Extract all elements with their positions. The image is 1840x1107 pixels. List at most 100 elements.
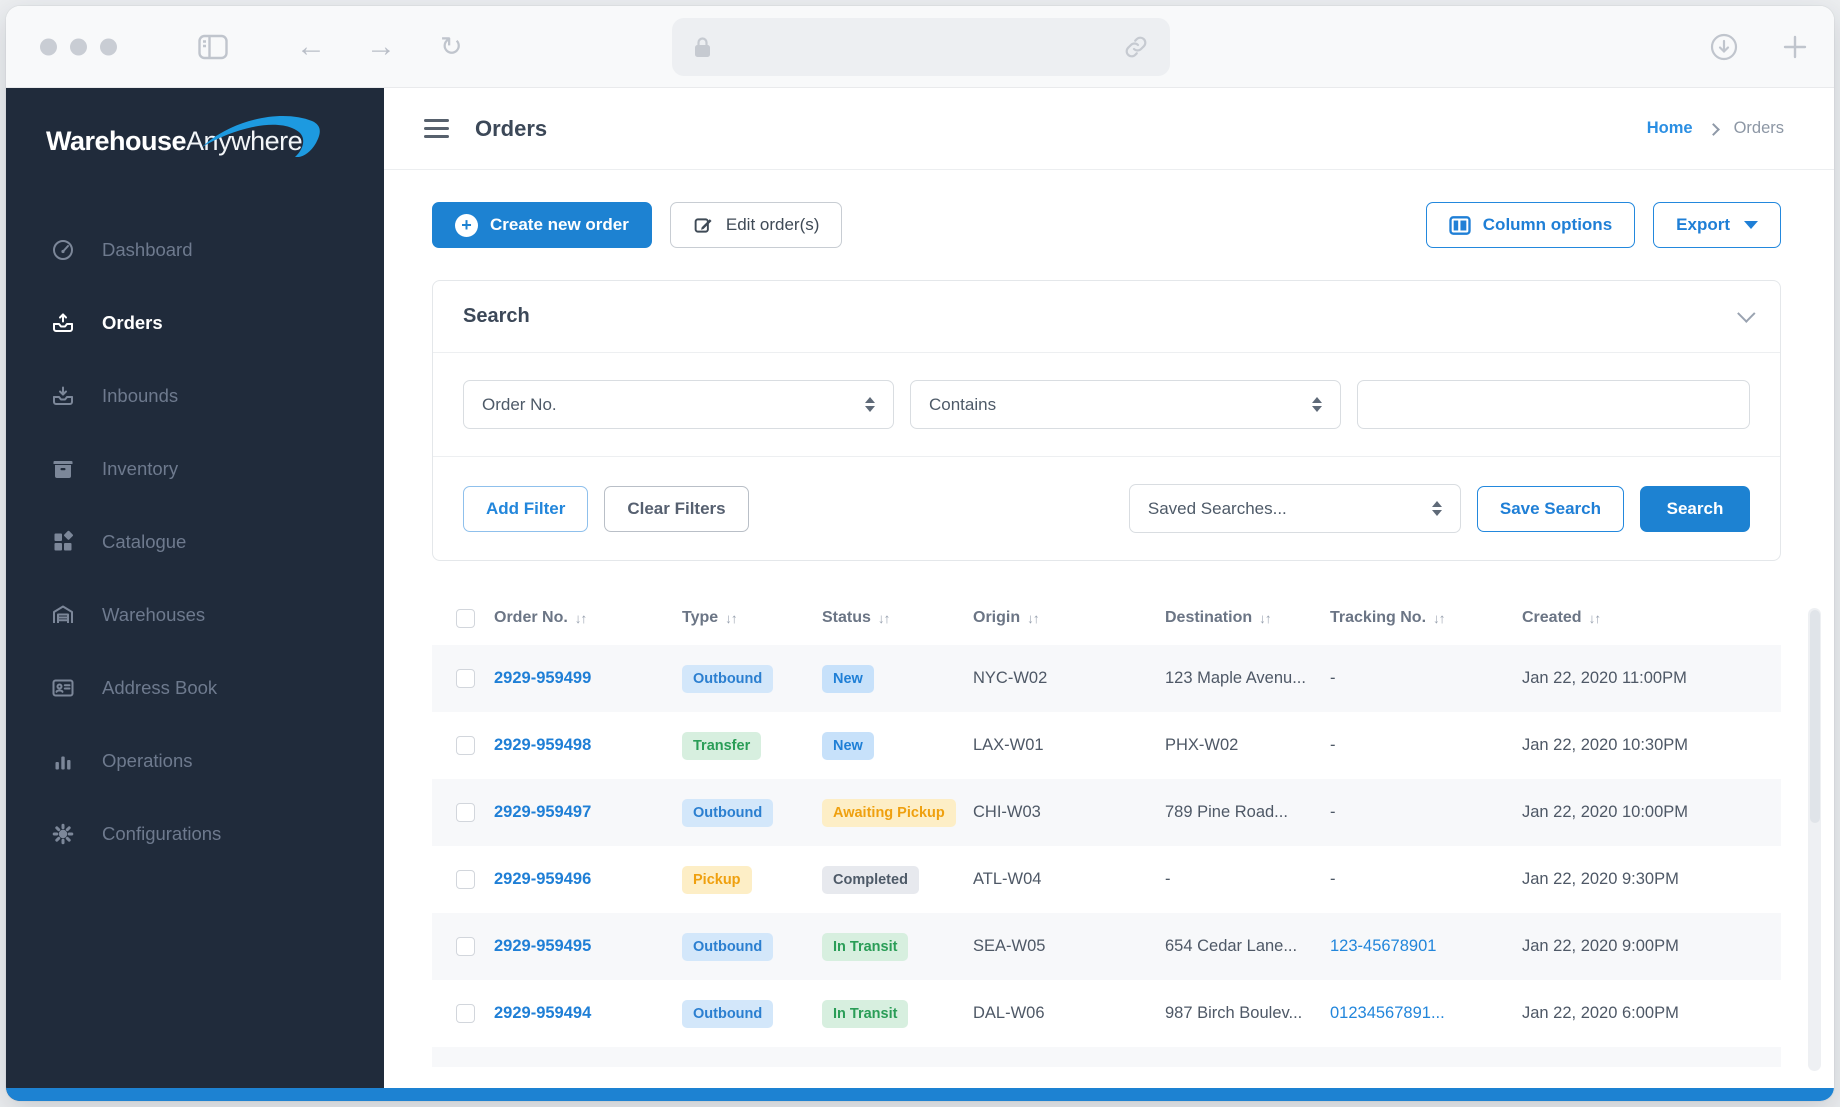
breadcrumb: Home Orders <box>1647 119 1784 138</box>
row-checkbox[interactable] <box>456 870 475 889</box>
menu-toggle-icon[interactable] <box>424 119 449 138</box>
origin-cell: CHI-W03 <box>973 803 1041 821</box>
order-number-link[interactable]: 2929-959498 <box>494 736 592 754</box>
column-header-origin[interactable]: Origin ↓↑ <box>973 609 1040 626</box>
orders-table: Order No. ↓↑ Type ↓↑ Status ↓↑ Origin ↓↑ Destina… <box>432 591 1781 1067</box>
sidebar-item-address-book[interactable]: Address Book <box>6 651 384 724</box>
tracking-number: - <box>1330 803 1336 821</box>
order-number-link[interactable]: 2929-959497 <box>494 803 592 821</box>
plus-circle-icon: + <box>455 213 478 237</box>
tracking-number-link[interactable]: 01234567891... <box>1330 1004 1445 1022</box>
created-cell: Jan 22, 2020 6:00PM <box>1522 1004 1679 1022</box>
created-cell: Jan 22, 2020 11:00PM <box>1522 669 1687 687</box>
type-badge: Outbound <box>682 664 774 693</box>
warehouse-icon <box>50 602 76 628</box>
sidebar-item-label: Inbounds <box>102 384 179 406</box>
column-header-created[interactable]: Created ↓↑ <box>1522 609 1601 626</box>
link-icon[interactable] <box>1124 35 1148 59</box>
sidebar-item-warehouses[interactable]: Warehouses <box>6 578 384 651</box>
window-control-dot[interactable] <box>40 38 57 55</box>
column-header-type[interactable]: Type ↓↑ <box>682 609 738 626</box>
create-new-order-button[interactable]: + Create new order <box>432 202 652 248</box>
column-header-status[interactable]: Status ↓↑ <box>822 609 890 626</box>
sidebar-item-operations[interactable]: Operations <box>6 724 384 797</box>
search-operator-select[interactable]: Contains <box>910 380 1341 429</box>
tray-in-icon <box>50 383 76 409</box>
vertical-scrollbar[interactable] <box>1808 608 1821 1071</box>
forward-icon[interactable]: → <box>366 29 396 63</box>
column-header-tracking[interactable]: Tracking No. ↓↑ <box>1330 609 1445 626</box>
refresh-icon[interactable]: ↻ <box>440 31 463 61</box>
lock-icon <box>694 36 711 58</box>
sidebar-toggle-icon[interactable] <box>198 34 228 59</box>
search-panel-header[interactable]: Search <box>433 281 1780 352</box>
sidebar-item-orders[interactable]: Orders <box>6 286 384 359</box>
tracking-number: - <box>1330 870 1336 888</box>
window-controls[interactable] <box>40 38 117 55</box>
brand-logo[interactable]: WarehouseAnywhere <box>6 116 384 157</box>
sidebar-item-inbounds[interactable]: Inbounds <box>6 359 384 432</box>
tracking-number-link[interactable]: 123-45678901 <box>1330 937 1437 955</box>
table-row: 2929-959499 Outbound New NYC-W02 123 Maple A… <box>432 645 1781 712</box>
search-panel: Search Order No. Contains <box>432 280 1781 561</box>
sidebar-item-label: Catalogue <box>102 530 187 552</box>
column-options-button[interactable]: Column options <box>1425 202 1636 248</box>
sort-icon: ↓↑ <box>877 610 890 626</box>
type-badge: Outbound <box>682 932 774 961</box>
search-panel-title: Search <box>463 305 530 327</box>
search-term-input[interactable] <box>1357 380 1750 429</box>
stepper-icon <box>1312 397 1322 412</box>
sidebar-item-configurations[interactable]: Configurations <box>6 797 384 870</box>
table-row: 2929-959495 Outbound In Transit SEA-W05 654 … <box>432 913 1781 980</box>
row-checkbox[interactable] <box>456 1004 475 1023</box>
row-checkbox[interactable] <box>456 736 475 755</box>
table-row: 2929-959496 Pickup Completed ATL-W04 - - Jan 2… <box>432 846 1781 913</box>
row-checkbox[interactable] <box>456 803 475 822</box>
origin-cell: LAX-W01 <box>973 736 1044 754</box>
tracking-number: - <box>1330 736 1336 754</box>
sidebar-item-dashboard[interactable]: Dashboard <box>6 213 384 286</box>
window-control-dot[interactable] <box>70 38 87 55</box>
column-header-destination[interactable]: Destination ↓↑ <box>1165 609 1272 626</box>
sidebar-item-inventory[interactable]: Inventory <box>6 432 384 505</box>
page-topbar: Orders Home Orders <box>384 88 1834 170</box>
search-button[interactable]: Search <box>1640 485 1750 532</box>
origin-cell: ATL-W04 <box>973 870 1042 888</box>
export-button[interactable]: Export <box>1653 202 1781 248</box>
sidebar-item-catalogue[interactable]: Catalogue <box>6 505 384 578</box>
download-icon[interactable] <box>1710 33 1738 61</box>
edit-orders-button[interactable]: Edit order(s) <box>669 202 843 248</box>
select-all-checkbox[interactable] <box>456 608 475 628</box>
order-number-link[interactable]: 2929-959495 <box>494 937 592 955</box>
table-row: 2929-959494 Outbound In Transit DAL-W06 987 … <box>432 980 1781 1047</box>
search-field-select[interactable]: Order No. <box>463 380 894 429</box>
add-filter-button[interactable]: Add Filter <box>463 485 589 532</box>
scrollbar-thumb[interactable] <box>1809 610 1820 823</box>
back-icon[interactable]: ← <box>296 29 326 63</box>
chevron-right-icon <box>1706 122 1720 136</box>
breadcrumb-home-link[interactable]: Home <box>1646 119 1693 137</box>
order-number-link[interactable]: 2929-959494 <box>494 1004 592 1022</box>
destination-cell: 123 Maple Avenu... <box>1165 669 1306 687</box>
order-number-link[interactable]: 2929-959499 <box>494 669 592 687</box>
column-header-order_no[interactable]: Order No. ↓↑ <box>494 609 587 626</box>
row-checkbox[interactable] <box>456 937 475 956</box>
new-tab-icon[interactable] <box>1782 34 1808 60</box>
brand-swoosh-icon <box>202 116 320 157</box>
table-row: 2929-959497 Outbound Awaiting Pickup CHI-W0… <box>432 779 1781 846</box>
destination-cell: 654 Cedar Lane... <box>1165 937 1298 955</box>
chevron-down-icon <box>1737 304 1756 323</box>
order-number-link[interactable]: 2929-959496 <box>494 870 592 888</box>
browser-window: ← → ↻ <box>6 6 1834 1101</box>
bottom-accent-bar <box>6 1088 1834 1101</box>
save-search-button[interactable]: Save Search <box>1476 485 1624 532</box>
window-control-dot[interactable] <box>100 38 117 55</box>
sort-icon: ↓↑ <box>1027 610 1039 626</box>
sidebar: WarehouseAnywhere Dashboard Orders Inbound… <box>6 88 384 1101</box>
address-bar[interactable] <box>672 17 1170 76</box>
clear-filters-button[interactable]: Clear Filters <box>604 485 749 532</box>
sidebar-item-label: Dashboard <box>102 238 193 260</box>
origin-cell: DAL-W06 <box>973 1004 1045 1022</box>
row-checkbox[interactable] <box>456 669 475 688</box>
saved-searches-select[interactable]: Saved Searches... <box>1128 484 1461 533</box>
